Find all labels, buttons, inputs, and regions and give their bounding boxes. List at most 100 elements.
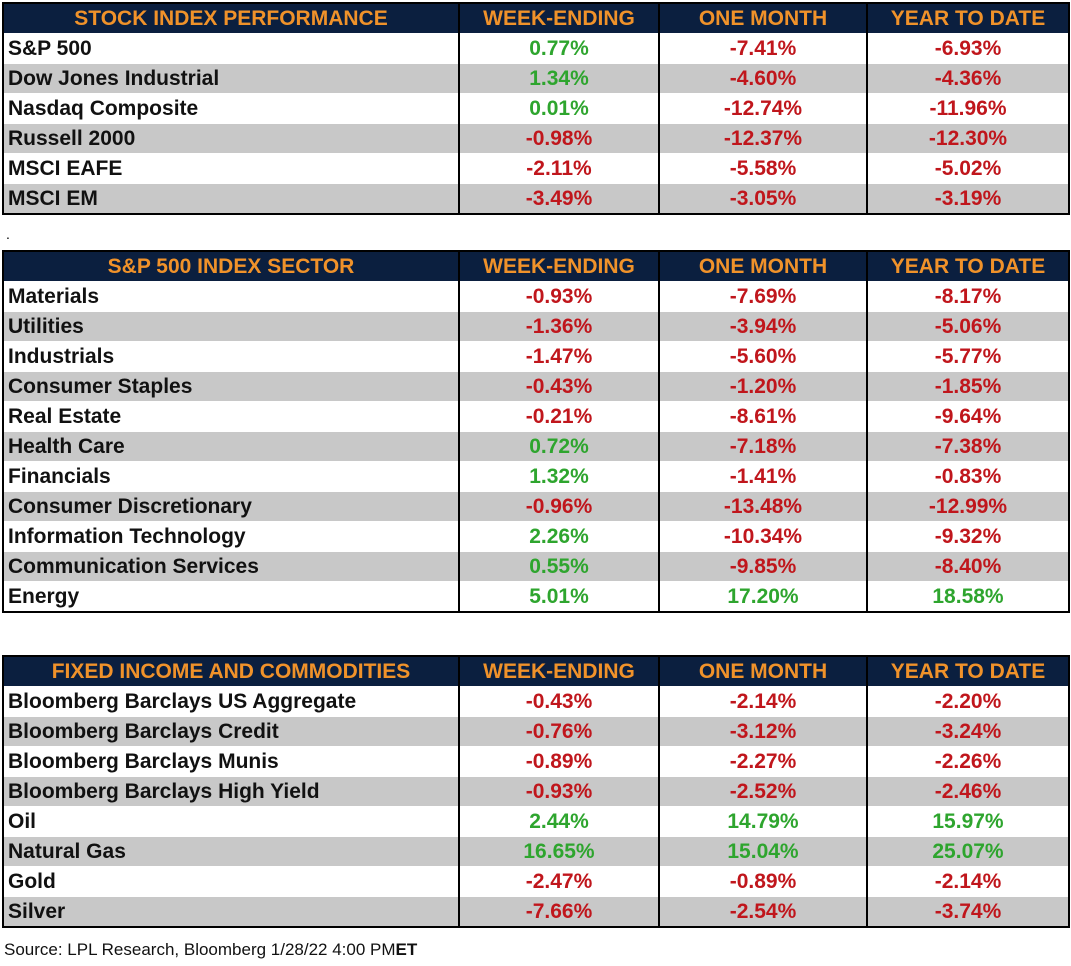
row-label: Silver bbox=[3, 896, 459, 927]
row-label: Gold bbox=[3, 866, 459, 897]
table-row: Natural Gas 16.65% 15.04% 25.07% bbox=[3, 836, 1069, 867]
one-month-value: -3.05% bbox=[658, 183, 867, 214]
week-ending-value: -1.36% bbox=[458, 311, 659, 342]
table-row: Energy 5.01% 17.20% 18.58% bbox=[3, 581, 1069, 612]
row-label: Bloomberg Barclays Credit bbox=[3, 716, 459, 747]
table-body: Bloomberg Barclays US Aggregate -0.43% -2.… bbox=[3, 686, 1069, 927]
column-header-week-ending: WEEK-ENDING bbox=[458, 251, 659, 282]
row-label: Energy bbox=[3, 581, 459, 612]
column-header-one-month: ONE MONTH bbox=[658, 251, 867, 282]
one-month-value: -1.41% bbox=[658, 461, 867, 492]
table-row: Russell 2000 -0.98% -12.37% -12.30% bbox=[3, 123, 1069, 154]
year-to-date-value: -12.30% bbox=[866, 123, 1069, 154]
table-row: Communication Services 0.55% -9.85% -8.40% bbox=[3, 551, 1069, 582]
row-label: Materials bbox=[3, 281, 459, 312]
table-row: Oil 2.44% 14.79% 15.97% bbox=[3, 806, 1069, 837]
one-month-value: -7.69% bbox=[658, 281, 867, 312]
table-row: Industrials -1.47% -5.60% -5.77% bbox=[3, 341, 1069, 372]
week-ending-value: 5.01% bbox=[458, 581, 659, 612]
table-row: Bloomberg Barclays US Aggregate -0.43% -2.… bbox=[3, 686, 1069, 717]
source-text: Source: LPL Research, Bloomberg 1/28/22 … bbox=[4, 940, 396, 959]
table-row: Financials 1.32% -1.41% -0.83% bbox=[3, 461, 1069, 492]
week-ending-value: -0.76% bbox=[458, 716, 659, 747]
one-month-value: 14.79% bbox=[658, 806, 867, 837]
source-suffix: ET bbox=[395, 940, 418, 959]
table-row: Utilities -1.36% -3.94% -5.06% bbox=[3, 311, 1069, 342]
row-label: Industrials bbox=[3, 341, 459, 372]
week-ending-value: -0.21% bbox=[458, 401, 659, 432]
one-month-value: -2.27% bbox=[658, 746, 867, 777]
one-month-value: -3.94% bbox=[658, 311, 867, 342]
column-header-week-ending: WEEK-ENDING bbox=[458, 656, 659, 687]
year-to-date-value: -2.20% bbox=[866, 686, 1069, 717]
week-ending-value: 1.34% bbox=[458, 63, 659, 94]
table-row: Real Estate -0.21% -8.61% -9.64% bbox=[3, 401, 1069, 432]
year-to-date-value: -9.64% bbox=[866, 401, 1069, 432]
week-ending-value: -0.43% bbox=[458, 371, 659, 402]
table-row: Bloomberg Barclays Munis -0.89% -2.27% -2.2… bbox=[3, 746, 1069, 777]
one-month-value: -9.85% bbox=[658, 551, 867, 582]
one-month-value: -7.18% bbox=[658, 431, 867, 462]
one-month-value: -8.61% bbox=[658, 401, 867, 432]
table-row: Consumer Staples -0.43% -1.20% -1.85% bbox=[3, 371, 1069, 402]
week-ending-value: -0.93% bbox=[458, 776, 659, 807]
section-title: FIXED INCOME AND COMMODITIES bbox=[3, 656, 459, 687]
row-label: Communication Services bbox=[3, 551, 459, 582]
year-to-date-value: -11.96% bbox=[866, 93, 1069, 124]
table-row: Information Technology 2.26% -10.34% -9.32% bbox=[3, 521, 1069, 552]
week-ending-value: 2.44% bbox=[458, 806, 659, 837]
week-ending-value: 16.65% bbox=[458, 836, 659, 867]
week-ending-value: -1.47% bbox=[458, 341, 659, 372]
week-ending-value: -7.66% bbox=[458, 896, 659, 927]
week-ending-value: 0.01% bbox=[458, 93, 659, 124]
column-header-one-month: ONE MONTH bbox=[658, 656, 867, 687]
year-to-date-value: -5.06% bbox=[866, 311, 1069, 342]
table-header-row: S&P 500 INDEX SECTOR WEEK-ENDING ONE MON… bbox=[3, 251, 1069, 282]
table-row: Health Care 0.72% -7.18% -7.38% bbox=[3, 431, 1069, 462]
year-to-date-value: -4.36% bbox=[866, 63, 1069, 94]
week-ending-value: -2.47% bbox=[458, 866, 659, 897]
one-month-value: -4.60% bbox=[658, 63, 867, 94]
column-header-year-to-date: YEAR TO DATE bbox=[866, 251, 1069, 282]
week-ending-value: 0.77% bbox=[458, 33, 659, 64]
week-ending-value: -0.43% bbox=[458, 686, 659, 717]
row-label: S&P 500 bbox=[3, 33, 459, 64]
table-header-row: FIXED INCOME AND COMMODITIES WEEK-ENDING… bbox=[3, 656, 1069, 687]
table-body: Materials -0.93% -7.69% -8.17% Utilities -1.3… bbox=[3, 281, 1069, 612]
year-to-date-value: -12.99% bbox=[866, 491, 1069, 522]
row-label: Consumer Staples bbox=[3, 371, 459, 402]
year-to-date-value: -7.38% bbox=[866, 431, 1069, 462]
row-label: Consumer Discretionary bbox=[3, 491, 459, 522]
week-ending-value: -0.98% bbox=[458, 123, 659, 154]
one-month-value: -13.48% bbox=[658, 491, 867, 522]
row-label: Information Technology bbox=[3, 521, 459, 552]
year-to-date-value: -2.26% bbox=[866, 746, 1069, 777]
week-ending-value: -2.11% bbox=[458, 153, 659, 184]
table-row: MSCI EM -3.49% -3.05% -3.19% bbox=[3, 183, 1069, 214]
one-month-value: -0.89% bbox=[658, 866, 867, 897]
one-month-value: -2.54% bbox=[658, 896, 867, 927]
year-to-date-value: -2.46% bbox=[866, 776, 1069, 807]
table-row: Nasdaq Composite 0.01% -12.74% -11.96% bbox=[3, 93, 1069, 124]
one-month-value: -3.12% bbox=[658, 716, 867, 747]
one-month-value: -1.20% bbox=[658, 371, 867, 402]
fixed-income-commodities-table: FIXED INCOME AND COMMODITIES WEEK-ENDING… bbox=[2, 655, 1070, 928]
one-month-value: -7.41% bbox=[658, 33, 867, 64]
sp500-index-sector-table: S&P 500 INDEX SECTOR WEEK-ENDING ONE MON… bbox=[2, 250, 1070, 613]
table-row: Bloomberg Barclays Credit -0.76% -3.12% -3.… bbox=[3, 716, 1069, 747]
separator-dot: . bbox=[6, 226, 10, 242]
week-ending-value: -0.96% bbox=[458, 491, 659, 522]
week-ending-value: -3.49% bbox=[458, 183, 659, 214]
one-month-value: -5.58% bbox=[658, 153, 867, 184]
row-label: Real Estate bbox=[3, 401, 459, 432]
row-label: MSCI EAFE bbox=[3, 153, 459, 184]
year-to-date-value: -2.14% bbox=[866, 866, 1069, 897]
column-header-year-to-date: YEAR TO DATE bbox=[866, 3, 1069, 34]
row-label: Natural Gas bbox=[3, 836, 459, 867]
table-row: Silver -7.66% -2.54% -3.74% bbox=[3, 896, 1069, 927]
source-footnote: Source: LPL Research, Bloomberg 1/28/22 … bbox=[4, 940, 417, 960]
one-month-value: -2.52% bbox=[658, 776, 867, 807]
one-month-value: 15.04% bbox=[658, 836, 867, 867]
week-ending-value: -0.89% bbox=[458, 746, 659, 777]
year-to-date-value: -9.32% bbox=[866, 521, 1069, 552]
